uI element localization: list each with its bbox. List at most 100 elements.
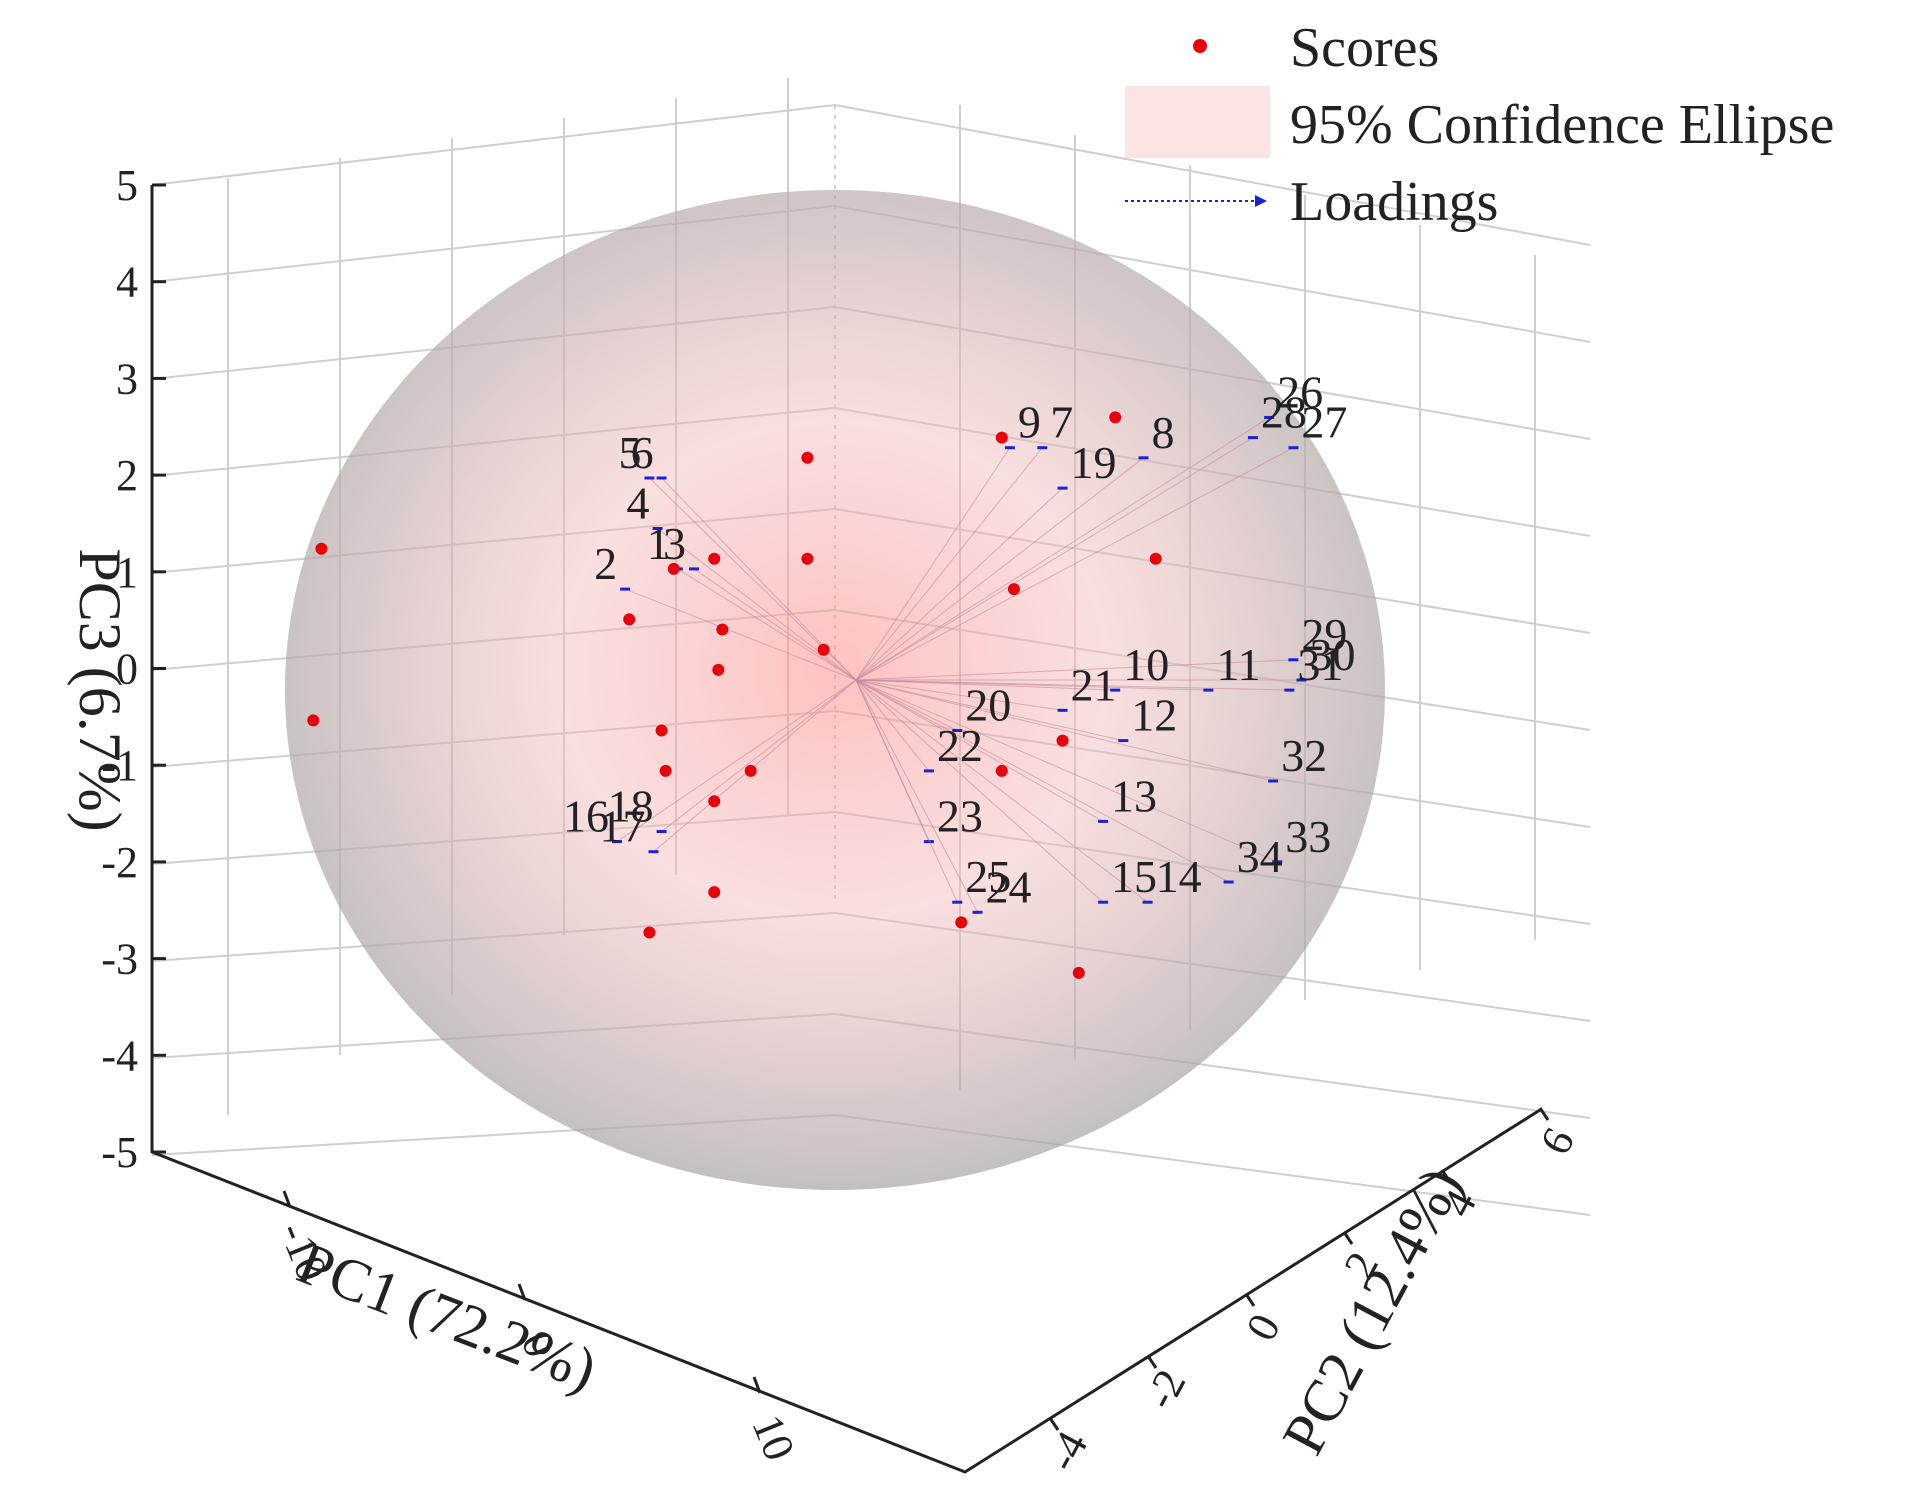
legend-loadings-label: Loadings: [1290, 171, 1498, 233]
loading-line: [855, 679, 1104, 903]
z-tick-label: 2: [116, 451, 138, 500]
score-point: [744, 764, 757, 777]
loading-line: [855, 447, 1294, 681]
loading-label: 29: [1301, 609, 1347, 660]
y-tick-label: -2: [1135, 1362, 1195, 1417]
z-tick-label: -5: [101, 1128, 138, 1177]
loading-line: [677, 568, 857, 681]
y-axis-title: PC2 (12.4%): [1270, 1157, 1475, 1465]
score-points: [307, 411, 1162, 979]
loading-label: 12: [1131, 690, 1177, 741]
z-tick-label: -2: [101, 838, 138, 887]
loading-line: [855, 679, 1274, 782]
y-tick-mark: [1146, 1355, 1158, 1369]
score-point: [1007, 583, 1020, 596]
score-point: [1072, 966, 1085, 979]
score-point: [708, 795, 721, 808]
z-axis-title: PC3 (6.7%): [67, 548, 133, 831]
score-point: [659, 764, 672, 777]
x-tick-mark: [282, 1190, 292, 1208]
score-point: [995, 431, 1008, 444]
loading-label: 32: [1281, 730, 1327, 781]
score-point: [712, 663, 725, 676]
z-tick-label: 3: [116, 354, 138, 403]
score-point: [708, 886, 721, 899]
loading-line: [855, 679, 958, 903]
z-tick-label: 5: [116, 161, 138, 210]
score-point: [1109, 411, 1122, 424]
z-tick-label: 1: [116, 548, 138, 597]
loading-label: 27: [1301, 397, 1347, 448]
score-point: [708, 552, 721, 565]
loading-label: 6: [631, 427, 654, 478]
loading-label: 11: [1216, 639, 1260, 690]
y-tick-label: 6: [1530, 1120, 1584, 1162]
z-tick-label: -1: [101, 741, 138, 790]
loading-label: 26: [1277, 366, 1323, 417]
loading-label: 24: [986, 861, 1032, 912]
score-point: [307, 714, 320, 727]
legend: Scores 95% Confidence Ellipse Loadings: [1125, 17, 1834, 233]
loading-label: 33: [1285, 811, 1331, 862]
loading-label: 21: [1071, 659, 1117, 710]
loading-line: [661, 679, 857, 832]
z-axis-ticks: 5 4 3 2 1 0 -1 -2 -3 -4 -5: [101, 161, 166, 1177]
score-point: [955, 916, 968, 929]
loading-line: [855, 457, 1144, 681]
loading-label: 34: [1237, 831, 1283, 882]
loading-label: 13: [1111, 770, 1157, 821]
loading-line: [855, 447, 1011, 681]
loading-line: [616, 679, 857, 843]
score-point: [817, 643, 830, 656]
score-point: [623, 613, 636, 626]
loading-label: 2: [594, 538, 617, 589]
loading-label: 22: [937, 720, 983, 771]
loading-label: 10: [1123, 639, 1169, 690]
loading-label: 30: [1310, 629, 1356, 680]
loading-line: [855, 679, 930, 772]
y-tick-mark: [1048, 1417, 1060, 1431]
loading-label: 28: [1261, 387, 1307, 438]
loading-line: [855, 416, 1270, 681]
loading-line: [855, 679, 1290, 691]
score-point: [315, 542, 328, 555]
x-tick-label: 10: [742, 1408, 804, 1467]
score-point: [643, 926, 656, 939]
legend-scores-label: Scores: [1290, 17, 1439, 79]
loading-line: [693, 568, 857, 681]
loading-label: 15: [1111, 851, 1157, 902]
loading-line: [855, 679, 1063, 711]
score-point: [1149, 552, 1162, 565]
loading-label: 1: [647, 518, 670, 569]
confidence-ellipse: [285, 190, 1385, 1190]
x-tick-mark: [752, 1376, 762, 1394]
score-point: [801, 451, 814, 464]
legend-ellipse-label: 95% Confidence Ellipse: [1290, 94, 1834, 156]
score-point: [655, 724, 668, 737]
loading-label: 20: [965, 680, 1011, 731]
loading-line: [855, 679, 1104, 822]
z-tick-label: -3: [101, 935, 138, 984]
y-tick-mark: [1342, 1231, 1354, 1245]
loading-line: [855, 679, 1124, 742]
loading-label: 4: [627, 478, 650, 529]
grid-line: [151, 104, 836, 186]
loading-label: 7: [1050, 397, 1073, 448]
loading-line: [653, 679, 857, 853]
loading-label: 5: [618, 427, 641, 478]
loading-line: [855, 679, 1148, 903]
legend-scores-marker: [1193, 39, 1207, 53]
legend-ellipse-swatch: [1125, 86, 1270, 158]
score-point: [1056, 734, 1069, 747]
x-axis-title: PC1 (72.2%): [289, 1229, 605, 1403]
loading-line: [855, 437, 1254, 681]
y-tick-mark: [1538, 1107, 1550, 1121]
loading-line: [855, 679, 1229, 883]
y-tick-mark: [1244, 1293, 1256, 1307]
loading-line: [855, 447, 1043, 681]
score-point: [667, 562, 680, 575]
z-tick-label: 0: [116, 645, 138, 694]
loading-label: 23: [937, 791, 983, 842]
